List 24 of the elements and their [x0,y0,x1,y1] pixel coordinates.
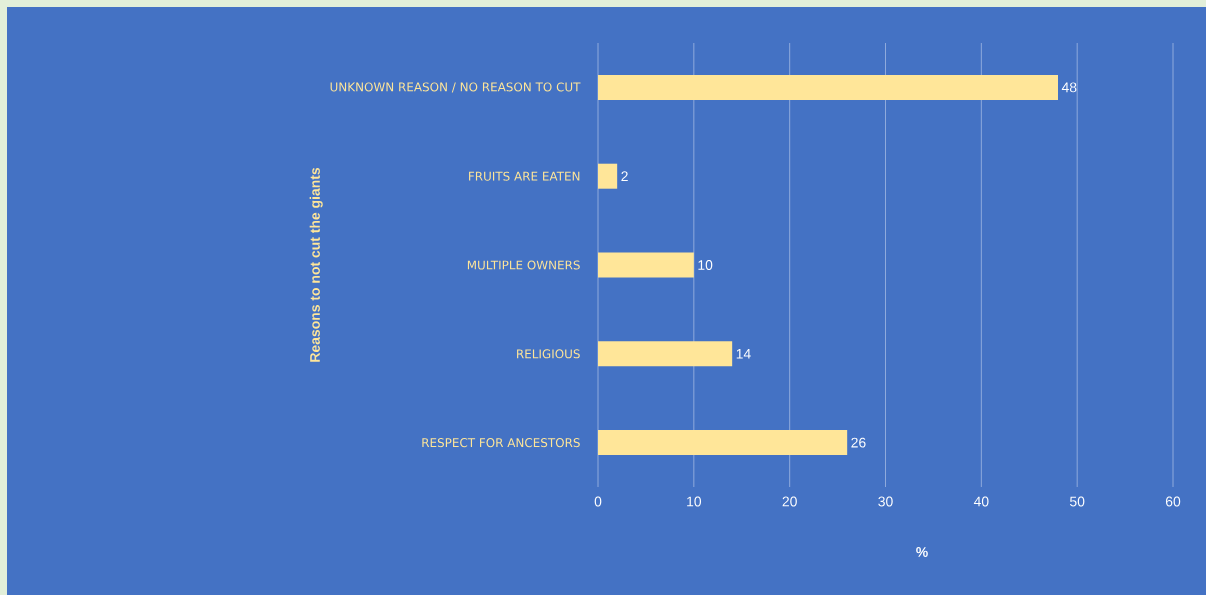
y-tick-label: MULTIPLE OWNERS [467,260,580,270]
data-label: 2 [621,171,628,182]
data-label: 14 [736,349,751,359]
bar [598,430,848,456]
x-tick-label: 40 [973,496,989,507]
x-axis-title: % [916,547,928,557]
y-axis-title: Reasons to not cut the giants [309,167,323,362]
x-tick-label: 0 [594,496,602,507]
y-tick-label: FRUITS ARE EATEN [469,171,580,181]
y-tick-label: RELIGIOUS [517,349,580,359]
x-tick-label: 30 [878,496,893,507]
x-tick-label: 50 [1069,496,1085,507]
data-label: 26 [851,437,866,448]
bar [598,74,1058,100]
y-tick-label: UNKNOWN REASON / NO REASON TO CUT [330,82,581,93]
data-label: 48 [1061,82,1077,93]
x-tick-label: 20 [782,496,797,507]
y-tick-label: RESPECT FOR ANCESTORS [422,438,580,448]
data-label: 10 [698,260,713,270]
bar [598,252,694,278]
x-tick-label: 10 [687,496,702,507]
bar [598,341,733,367]
x-tick-label: 60 [1165,496,1181,507]
bar [598,163,618,189]
